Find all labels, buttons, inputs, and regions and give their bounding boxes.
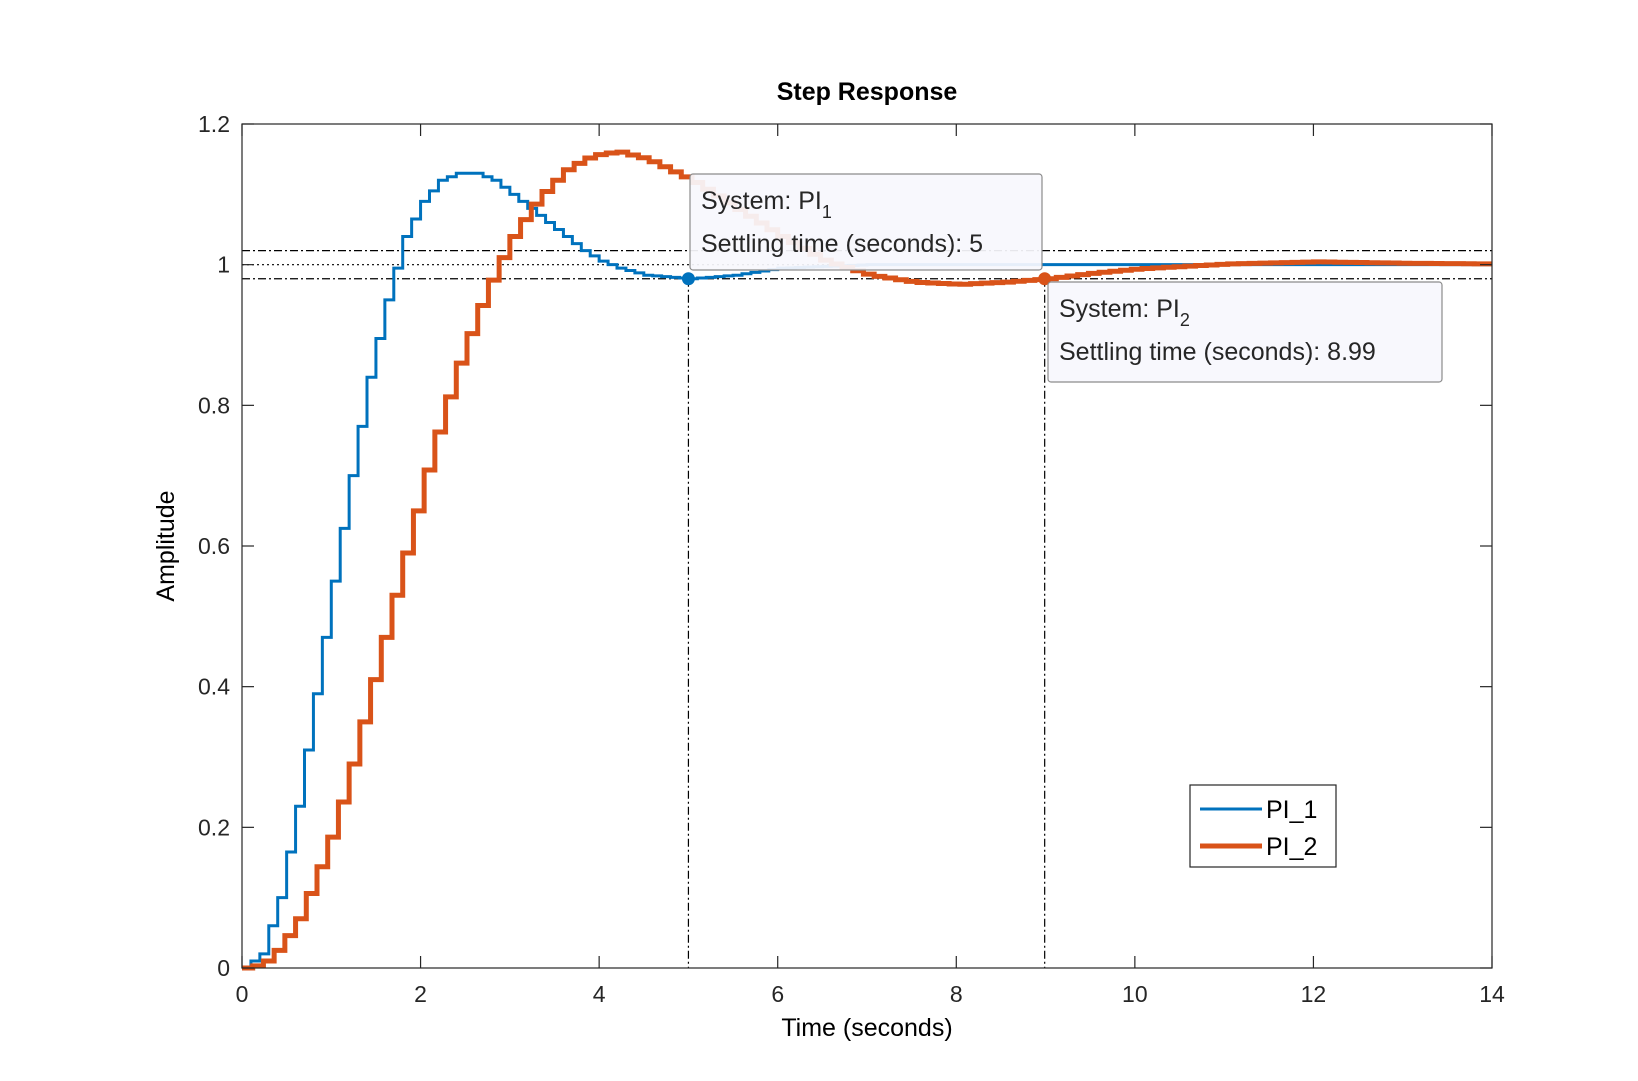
x-tick-label: 12 <box>1301 981 1327 1007</box>
datatip-system-label-1: System: PI1 <box>701 187 832 222</box>
x-tick-label: 0 <box>236 981 249 1007</box>
datatip-settling-time-1: Settling time (seconds): 5 <box>701 230 983 258</box>
datatip-system-label-2: System: PI2 <box>1059 295 1190 330</box>
y-tick-label: 0.4 <box>198 674 230 700</box>
datatip-2[interactable]: System: PI2 Settling time (seconds): 8.99 <box>1038 272 1443 383</box>
tick-labels: 0 2 4 6 8 10 12 14 0 0.2 0.4 0.6 0.8 1 1.2 <box>198 111 1505 1007</box>
y-axis-label: Amplitude <box>152 490 180 601</box>
datatip-box-1 <box>689 173 1043 271</box>
chart-title: Step Response <box>777 78 958 106</box>
datatip-marker-1[interactable] <box>681 272 695 286</box>
axis-ticks <box>241 123 1493 969</box>
x-tick-label: 6 <box>771 981 784 1007</box>
y-tick-label: 1.2 <box>198 111 230 137</box>
datatip-box-2 <box>1047 281 1443 383</box>
x-tick-label: 14 <box>1479 981 1505 1007</box>
y-tick-label: 0.8 <box>198 392 230 418</box>
y-tick-label: 0 <box>217 955 230 981</box>
datatip-marker-2[interactable] <box>1038 272 1052 286</box>
x-tick-label: 4 <box>593 981 606 1007</box>
legend[interactable]: PI_1 PI_2 <box>1189 784 1337 868</box>
series-layer <box>242 149 1492 971</box>
series-line-pi-2 <box>242 149 1492 971</box>
x-tick-label: 2 <box>414 981 427 1007</box>
x-axis-label: Time (seconds) <box>781 1014 952 1042</box>
legend-label-2: PI_2 <box>1266 833 1317 861</box>
legend-box <box>1189 784 1337 868</box>
x-tick-label: 8 <box>950 981 963 1007</box>
y-tick-label: 0.2 <box>198 814 230 840</box>
x-tick-label: 10 <box>1122 981 1148 1007</box>
y-tick-label: 0.6 <box>198 533 230 559</box>
datatip-settling-time-2: Settling time (seconds): 8.99 <box>1059 338 1376 366</box>
y-tick-label: 1 <box>217 252 230 278</box>
datatip-1[interactable]: System: PI1 Settling time (seconds): 5 <box>681 173 1043 286</box>
legend-label-1: PI_1 <box>1266 796 1317 824</box>
